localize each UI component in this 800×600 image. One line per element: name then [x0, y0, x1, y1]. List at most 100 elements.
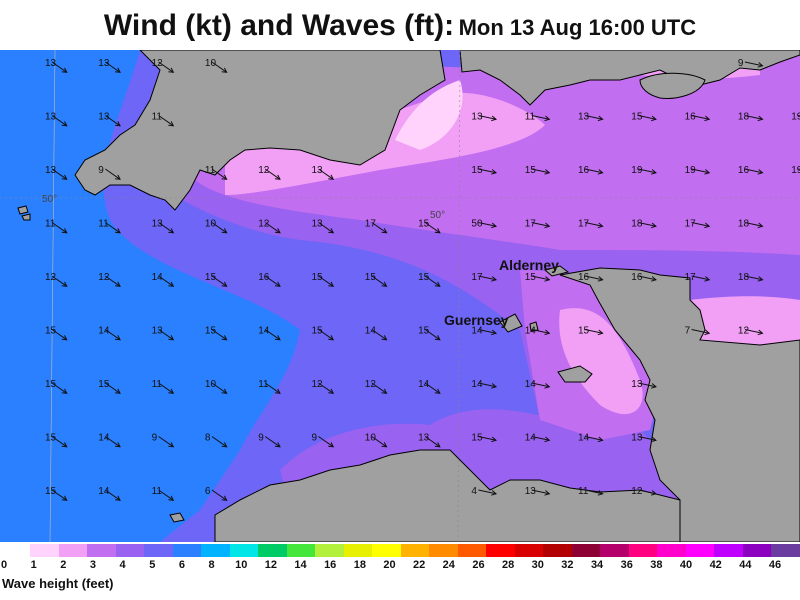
- wind-arrow-head: [61, 388, 68, 394]
- wind-speed-label: 19: [631, 165, 643, 176]
- wind-speed-label: 9: [98, 165, 104, 176]
- wind-speed-label: 15: [631, 112, 643, 123]
- wind-arrow: [531, 115, 550, 120]
- wind-speed-label: 15: [471, 433, 483, 444]
- wind-arrow: [158, 382, 174, 394]
- wind-arrow: [105, 329, 121, 341]
- legend-swatch: [58, 544, 88, 557]
- land-isle-of-wight: [639, 72, 706, 99]
- wind-speed-label: 15: [525, 272, 537, 283]
- wind-arrow: [371, 382, 387, 394]
- wind-arrow-head: [597, 222, 604, 229]
- wind-speed-label: 14: [525, 326, 537, 337]
- wind-arrow-head: [544, 276, 551, 282]
- legend-tick-label: 30: [531, 559, 544, 571]
- wind-arrow-head: [491, 169, 498, 175]
- wind-arrow: [531, 168, 550, 174]
- wind-arrow: [744, 168, 763, 174]
- wind-arrow: [638, 436, 657, 441]
- wind-speed-label: 14: [98, 433, 110, 444]
- legend-tick-label: 42: [709, 559, 722, 571]
- wind-speed-label: 13: [98, 58, 110, 69]
- wind-speed-label: 7: [685, 326, 691, 337]
- wind-arrow-head: [491, 222, 498, 229]
- legend-swatch: [714, 544, 743, 557]
- wind-arrow-head: [704, 329, 711, 336]
- wind-speed-label: 16: [258, 272, 270, 283]
- wind-speed-label: 13: [631, 433, 643, 444]
- wind-arrow: [158, 115, 174, 127]
- wind-speed-label: 14: [98, 326, 110, 337]
- title-sub: Mon 13 Aug 16:00 UTC: [458, 15, 697, 40]
- legend-tick-label: 5: [149, 559, 156, 571]
- wind-arrow-head: [328, 388, 335, 394]
- wind-arrow-head: [61, 335, 68, 341]
- wind-speed-label: 11: [525, 112, 536, 123]
- wind-speed-label: 14: [365, 326, 377, 337]
- wind-arrow-head: [434, 335, 441, 341]
- wind-arrow: [424, 382, 441, 394]
- wind-speed-label: 9: [738, 58, 744, 69]
- wind-arrow-head: [115, 281, 121, 287]
- legend-swatch: [628, 544, 658, 557]
- wind-arrow: [264, 222, 281, 234]
- wind-arrow-head: [221, 335, 228, 341]
- wind-speed-label: 17: [578, 219, 590, 230]
- wind-speed-label: 15: [418, 272, 430, 283]
- wind-arrow: [531, 382, 550, 388]
- wind-speed-label: 14: [525, 379, 537, 390]
- wind-speed-label: 9: [258, 433, 264, 444]
- legend-swatch: [258, 544, 287, 557]
- wind-speed-label: 15: [578, 326, 590, 337]
- legend-tick-label: 38: [650, 559, 663, 571]
- legend-swatch: [115, 544, 145, 557]
- wind-speed-label: 14: [152, 272, 164, 283]
- legend-tick-label: 40: [679, 559, 693, 571]
- wind-arrow-head: [221, 228, 228, 234]
- wind-speed-label: 15: [45, 326, 57, 337]
- wind-arrow-head: [650, 383, 657, 389]
- wind-speed-label: 15: [98, 379, 110, 390]
- wind-arrow: [105, 61, 121, 73]
- wind-speed-label: 15: [312, 326, 324, 337]
- wind-speed-label: 18: [738, 219, 750, 230]
- wind-speed-label: 14: [578, 433, 590, 444]
- legend-tick-label: 24: [442, 559, 455, 571]
- wind-arrow: [424, 275, 441, 287]
- wind-speed-label: 10: [365, 433, 377, 444]
- wind-arrow-head: [757, 62, 764, 68]
- wind-speed-label: 13: [45, 165, 57, 176]
- wind-speed-label: 15: [45, 486, 57, 497]
- legend-tick-label: 2: [60, 559, 67, 571]
- wind-speed-label: 50: [471, 219, 483, 230]
- wind-arrow-head: [757, 276, 764, 282]
- wind-arrow-head: [491, 329, 498, 336]
- wind-arrow-head: [491, 276, 498, 282]
- wind-arrow-head: [168, 442, 175, 448]
- wind-arrow-head: [168, 281, 175, 287]
- wind-speed-label: 13: [312, 219, 324, 230]
- wind-arrow: [478, 115, 497, 120]
- wind-speed-label: 11: [45, 219, 56, 230]
- wind-arrow: [51, 168, 68, 180]
- land-cornwall-devon: [74, 50, 446, 211]
- wind-arrow: [211, 61, 227, 73]
- wind-arrow-head: [491, 115, 498, 122]
- wind-speed-label: 14: [471, 326, 483, 337]
- wind-arrow: [424, 329, 441, 341]
- legend-swatch: [742, 544, 772, 557]
- wind-arrow-head: [221, 388, 228, 394]
- wave-zone-2-3ft-gulf: [559, 308, 643, 415]
- wind-speed-label: 17: [685, 219, 697, 230]
- wind-arrow: [264, 382, 281, 394]
- wind-arrow-head: [544, 436, 551, 443]
- wind-speed-label: 11: [152, 379, 163, 390]
- wind-arrow: [105, 115, 121, 127]
- wind-speed-label: 15: [205, 326, 217, 337]
- wind-speed-label: 19: [791, 165, 800, 176]
- wind-arrow-head: [381, 388, 388, 394]
- latitude-label-east: 50°: [430, 210, 445, 221]
- title-bar: Wind (kt) and Waves (ft): Mon 13 Aug 16:…: [0, 0, 800, 50]
- wind-arrow-head: [757, 329, 764, 336]
- wind-speed-label: 11: [98, 219, 109, 230]
